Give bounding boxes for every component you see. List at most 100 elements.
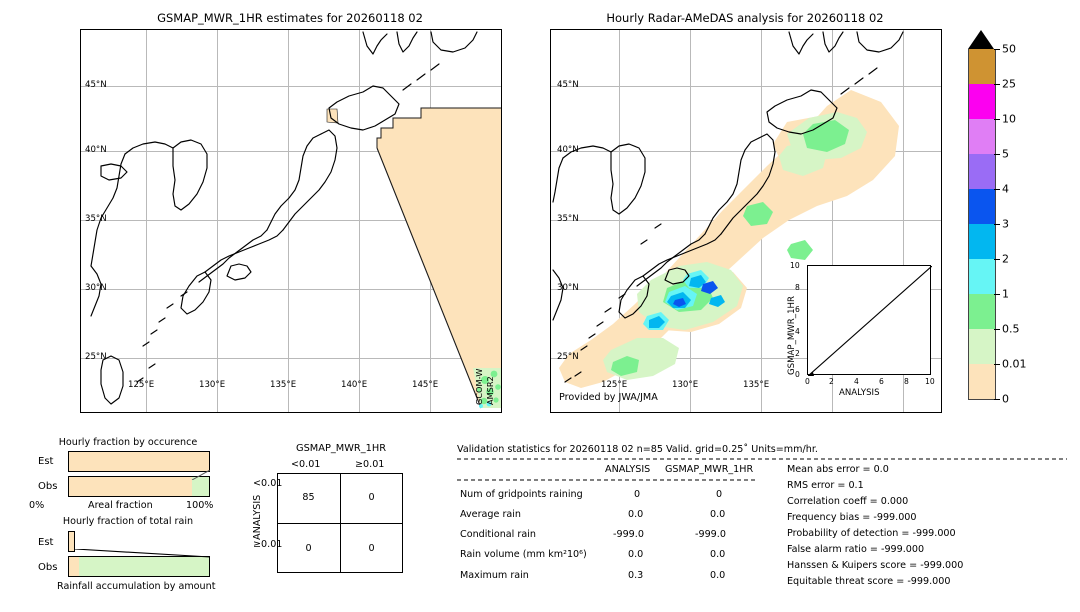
stats-row-label-2: Conditional rain xyxy=(460,529,536,540)
amount-bar-obs xyxy=(68,556,210,577)
colorbar-band-1 xyxy=(968,294,996,329)
inset-xtick-0: 0 xyxy=(805,377,810,386)
colorbar-label-0.5: 0.5 xyxy=(1002,322,1020,336)
stats-row-analysis-3: 0.0 xyxy=(628,549,644,560)
amount-obs-seg-0 xyxy=(69,557,79,576)
occurrence-axis-left: 0% xyxy=(29,500,45,511)
contingency-row-header-0: <0.01 xyxy=(253,478,283,489)
stats-row-estimate-4: 0.0 xyxy=(710,570,726,581)
colorbar: 50 25 10 5 4 3 2 1 0.5 0.01 0 xyxy=(968,30,1068,422)
stats-header: Validation statistics for 20260118 02 n=… xyxy=(457,444,818,455)
stats-row-estimate-2: -999.0 xyxy=(695,529,726,540)
occurrence-bar-obs xyxy=(68,476,210,497)
data-credit: Provided by JWA/JMA xyxy=(559,392,658,403)
amount-row-label-est: Est xyxy=(38,537,54,548)
stats-score-7: Equitable threat score = -999.000 xyxy=(787,576,951,587)
colorbar-label-0.01: 0.01 xyxy=(1002,357,1027,371)
stats-score-1: RMS error = 0.1 xyxy=(787,480,864,491)
stats-row-label-3: Rain volume (mm km²10⁶) xyxy=(460,549,587,560)
left-lat-45: 45°N xyxy=(85,80,107,90)
stats-row-estimate-1: 0.0 xyxy=(710,509,726,520)
amount-connector-line xyxy=(74,549,211,558)
contingency-col-header-0: <0.01 xyxy=(291,459,321,470)
stats-row-analysis-4: 0.3 xyxy=(628,570,644,581)
inset-ytick-4: 4 xyxy=(795,327,800,336)
colorbar-band-10 xyxy=(968,119,996,154)
contingency-cell-1-0: 0 xyxy=(305,543,312,554)
inset-xtick-4: 4 xyxy=(854,377,859,386)
contingency-row-header-1: ≥0.01 xyxy=(253,539,283,550)
left-lat-40: 40°N xyxy=(85,145,107,155)
occurrence-est-seg-0 xyxy=(69,452,209,471)
colorbar-label-25: 25 xyxy=(1002,77,1016,91)
stats-score-4: Probability of detection = -999.000 xyxy=(787,528,956,539)
contingency-cell-0-1: 0 xyxy=(368,492,375,503)
stats-row-analysis-0: 0 xyxy=(634,489,641,500)
stats-col-header-estimate: GSMAP_MWR_1HR xyxy=(665,464,754,475)
right-map-panel[interactable]: 45°N 40°N 35°N 30°N 25°N 125°E 130°E 135… xyxy=(550,29,942,413)
right-lon-130: 130°E xyxy=(672,380,699,390)
colorbar-label-50: 50 xyxy=(1002,42,1016,56)
colorbar-band-5 xyxy=(968,154,996,189)
colorbar-band-2 xyxy=(968,259,996,294)
inset-ytick-10: 10 xyxy=(790,261,800,270)
stats-divider-2 xyxy=(457,479,757,481)
left-map-panel[interactable]: 45°N 40°N 35°N 30°N 25°N 125°E 130°E 135… xyxy=(80,29,502,413)
contingency-cell-0-0: 85 xyxy=(302,492,315,503)
colorbar-label-4: 4 xyxy=(1002,182,1009,196)
satellite-label-gcom-w: GCOM-W xyxy=(474,368,484,405)
occurrence-obs-seg-0 xyxy=(69,477,192,496)
right-map-graphics xyxy=(552,31,904,388)
colorbar-band-3 xyxy=(968,224,996,259)
stats-score-0: Mean abs error = 0.0 xyxy=(787,464,889,475)
inset-xtick-6: 6 xyxy=(879,377,884,386)
right-lat-40: 40°N xyxy=(557,145,579,155)
colorbar-arrow-icon xyxy=(968,30,994,49)
colorbar-band-4 xyxy=(968,189,996,224)
left-lon-140: 140°E xyxy=(341,380,368,390)
amount-bar-est xyxy=(68,531,75,552)
amount-row-label-obs: Obs xyxy=(38,562,58,573)
occurrence-row-label-obs: Obs xyxy=(38,481,58,492)
stats-row-label-0: Num of gridpoints raining xyxy=(460,489,583,500)
stats-row-label-4: Maximum rain xyxy=(460,570,529,581)
stats-score-2: Correlation coeff = 0.000 xyxy=(787,496,909,507)
occurrence-row-label-est: Est xyxy=(38,456,54,467)
stats-score-6: Hanssen & Kuipers score = -999.000 xyxy=(787,560,964,571)
colorbar-label-0: 0 xyxy=(1002,392,1009,406)
right-panel-title: Hourly Radar-AMeDAS analysis for 2026011… xyxy=(606,11,884,25)
right-lon-125: 125°E xyxy=(601,380,628,390)
stats-col-header-analysis: ANALYSIS xyxy=(605,464,651,475)
right-lat-45: 45°N xyxy=(557,80,579,90)
left-lon-135: 135°E xyxy=(270,380,297,390)
left-lon-125: 125°E xyxy=(128,380,155,390)
stats-score-3: Frequency bias = -999.000 xyxy=(787,512,917,523)
stats-divider-1 xyxy=(457,458,1067,460)
left-lon-145: 145°E xyxy=(412,380,439,390)
occurrence-obs-seg-1 xyxy=(191,477,209,496)
contingency-axis-label: ANALYSIS xyxy=(252,494,263,540)
inset-xlabel: ANALYSIS xyxy=(839,388,880,398)
inset-ylabel: GSMAP_MWR_1HR xyxy=(787,296,797,375)
left-lat-30: 30°N xyxy=(85,283,107,293)
colorbar-label-5: 5 xyxy=(1002,147,1009,161)
inset-ytick-6: 6 xyxy=(795,305,800,314)
colorbar-band-0.5 xyxy=(968,329,996,364)
stats-row-analysis-1: 0.0 xyxy=(628,509,644,520)
contingency-cell-1-1: 0 xyxy=(368,543,375,554)
amount-est-seg-0 xyxy=(69,532,74,551)
contingency-title: GSMAP_MWR_1HR xyxy=(295,443,387,454)
inset-xtick-10: 10 xyxy=(925,377,935,386)
left-lat-35: 35°N xyxy=(85,214,107,224)
contingency-col-header-1: ≥0.01 xyxy=(355,459,385,470)
inset-xtick-8: 8 xyxy=(904,377,909,386)
colorbar-label-10: 10 xyxy=(1002,112,1016,126)
colorbar-label-3: 3 xyxy=(1002,217,1009,231)
stats-row-analysis-2: -999.0 xyxy=(613,529,644,540)
inset-ytick-8: 8 xyxy=(795,283,800,292)
inset-ytick-0: 0 xyxy=(795,370,800,379)
left-map-graphics xyxy=(90,31,501,409)
amount-obs-seg-1 xyxy=(78,557,209,576)
colorbar-band-0.01 xyxy=(968,364,996,400)
occurrence-connector-line xyxy=(191,470,210,480)
